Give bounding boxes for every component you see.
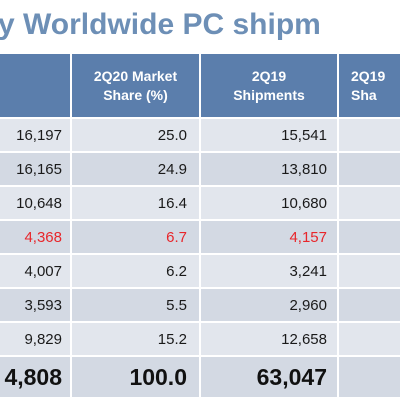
cell-2q19-shipments: 12,658	[201, 323, 339, 355]
total-2q19-share	[339, 357, 400, 397]
cell-2q19-shipments: 15,541	[201, 119, 339, 151]
cell-2q19-shipments: 4,157	[201, 221, 339, 253]
cell-2q20-shipments: 3,593	[0, 289, 72, 321]
table-header: 20 2Q20 Market Share (%) 2Q19 Shipments …	[0, 54, 400, 117]
table-row: 10,648 16.4 10,680	[0, 185, 400, 219]
cell-2q20-share: 25.0	[72, 119, 201, 151]
cell-2q20-share: 6.2	[72, 255, 201, 287]
cell-2q20-shipments: 16,197	[0, 119, 72, 151]
cell-2q19-shipments: 13,810	[201, 153, 339, 185]
table-row: 16,165 24.9 13,810	[0, 151, 400, 185]
total-2q19-shipments: 63,047	[201, 357, 339, 397]
header-2q20-share: 2Q20 Market Share (%)	[72, 54, 201, 117]
page-title: y Worldwide PC shipm	[0, 8, 321, 41]
cell-2q19-share	[339, 187, 400, 219]
table-row: 4,007 6.2 3,241	[0, 253, 400, 287]
total-2q20-share: 100.0	[72, 357, 201, 397]
table-total-row: 4,808 100.0 63,047	[0, 355, 400, 397]
table-row: 16,197 25.0 15,541	[0, 117, 400, 151]
cell-2q19-share	[339, 289, 400, 321]
cell-2q19-shipments: 10,680	[201, 187, 339, 219]
cell-2q20-shipments: 4,368	[0, 221, 72, 253]
cell-2q19-share	[339, 323, 400, 355]
cell-2q20-share: 15.2	[72, 323, 201, 355]
cell-2q19-share	[339, 221, 400, 253]
cell-2q19-share	[339, 153, 400, 185]
cell-2q19-share	[339, 255, 400, 287]
cell-2q20-shipments: 16,165	[0, 153, 72, 185]
cell-2q20-share: 5.5	[72, 289, 201, 321]
cell-2q20-share: 24.9	[72, 153, 201, 185]
cell-2q20-shipments: 4,007	[0, 255, 72, 287]
shipments-table: 20 2Q20 Market Share (%) 2Q19 Shipments …	[0, 54, 400, 397]
total-2q20-shipments: 4,808	[0, 357, 72, 397]
header-2q20-shipments: 20	[0, 54, 72, 117]
header-2q19-share: 2Q19 Sha	[351, 67, 386, 103]
cell-2q20-shipments: 9,829	[0, 323, 72, 355]
table-row: 3,593 5.5 2,960	[0, 287, 400, 321]
cell-2q19-shipments: 2,960	[201, 289, 339, 321]
cell-2q20-share: 6.7	[72, 221, 201, 253]
cell-2q19-share	[339, 119, 400, 151]
header-2q19-shipments: 2Q19 Shipments	[201, 54, 339, 117]
cell-2q19-shipments: 3,241	[201, 255, 339, 287]
cell-2q20-share: 16.4	[72, 187, 201, 219]
table-row-highlighted: 4,368 6.7 4,157	[0, 219, 400, 253]
cell-2q20-shipments: 10,648	[0, 187, 72, 219]
table-row: 9,829 15.2 12,658	[0, 321, 400, 355]
